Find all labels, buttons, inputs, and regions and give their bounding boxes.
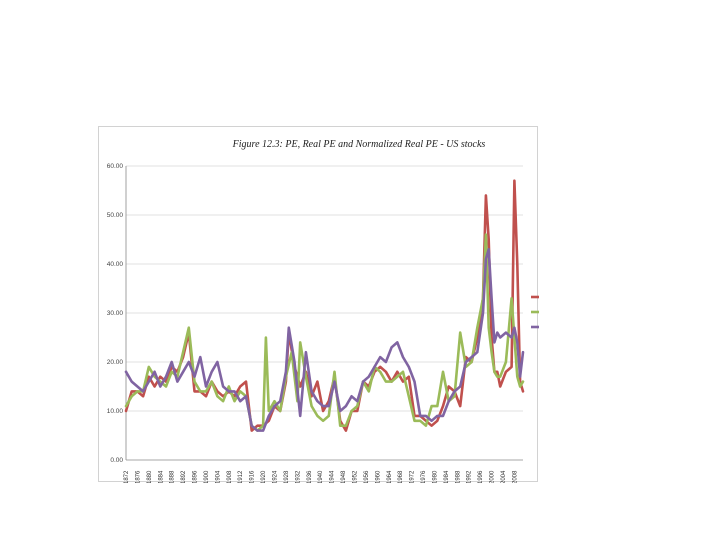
x-tick-label: 1916 [250, 470, 256, 483]
chart-title: Figure 12.3: PE, Real PE and Normalized … [232, 139, 486, 150]
x-tick-label: 1936 [307, 470, 313, 483]
x-tick-label: 1888 [170, 470, 176, 483]
y-tick-label: 50.00 [107, 212, 124, 219]
x-tick-label: 1964 [387, 470, 393, 483]
x-tick-label: 1940 [318, 470, 324, 483]
x-tick-label: 1884 [158, 470, 164, 483]
y-tick-label: 60.00 [107, 163, 124, 170]
x-tick-label: 1928 [284, 470, 290, 483]
x-tick-label: 1984 [444, 470, 450, 483]
x-tick-label: 1900 [204, 470, 210, 483]
x-tick-label: 1912 [238, 470, 244, 483]
x-tick-label: 1944 [330, 470, 336, 483]
series-line-normalized-real-pe [124, 248, 525, 432]
y-tick-labels: 0.00 10.00 20.00 30.00 40.00 50.00 60.00 [107, 163, 124, 464]
x-tick-label: 1880 [147, 470, 153, 483]
x-tick-label: 2008 [512, 470, 518, 483]
series-line-real-pe [124, 233, 525, 432]
x-tick-label: 1908 [227, 470, 233, 483]
y-tick-label: 0.00 [110, 457, 123, 464]
chart-frame: Figure 12.3: PE, Real PE and Normalized … [98, 126, 539, 483]
x-tick-label: 1932 [295, 470, 301, 483]
x-tick-label: 1988 [455, 470, 461, 483]
x-tick-label: 1896 [193, 470, 199, 483]
x-tick-label: 1924 [273, 470, 279, 483]
x-tick-label: 1920 [261, 470, 267, 483]
y-tick-label: 10.00 [107, 408, 124, 415]
x-tick-label: 1996 [478, 470, 484, 483]
grid-layer [126, 165, 523, 461]
x-tick-label: 2000 [490, 470, 496, 483]
x-tick-label: 1872 [124, 470, 130, 483]
x-tick-label: 1948 [341, 470, 347, 483]
x-tick-label: 1992 [467, 470, 473, 483]
x-tick-label: 1956 [364, 470, 370, 483]
x-tick-label: 1952 [352, 470, 358, 483]
x-tick-label: 1968 [398, 470, 404, 483]
x-tick-label: 1976 [421, 470, 427, 483]
x-tick-label: 2004 [501, 470, 507, 483]
y-tick-label: 40.00 [107, 261, 124, 268]
y-tick-label: 20.00 [107, 359, 124, 366]
series-line-pe [124, 179, 525, 432]
x-tick-label: 1904 [215, 470, 221, 483]
x-tick-label: 1892 [181, 470, 187, 483]
x-tick-label: 1972 [410, 470, 416, 483]
legend: PEReal PENormalized Real PE [531, 295, 539, 329]
x-tick-label: 1960 [375, 470, 381, 483]
pe-chart: Figure 12.3: PE, Real PE and Normalized … [107, 139, 539, 483]
x-tick-label: 1876 [135, 470, 141, 483]
x-tick-labels: 1872 1876 1880 1884 1888 1892 1896 1900 1904 1908… [124, 470, 518, 483]
x-tick-label: 1980 [432, 470, 438, 483]
y-tick-label: 30.00 [107, 310, 124, 317]
series-layer [124, 179, 525, 432]
